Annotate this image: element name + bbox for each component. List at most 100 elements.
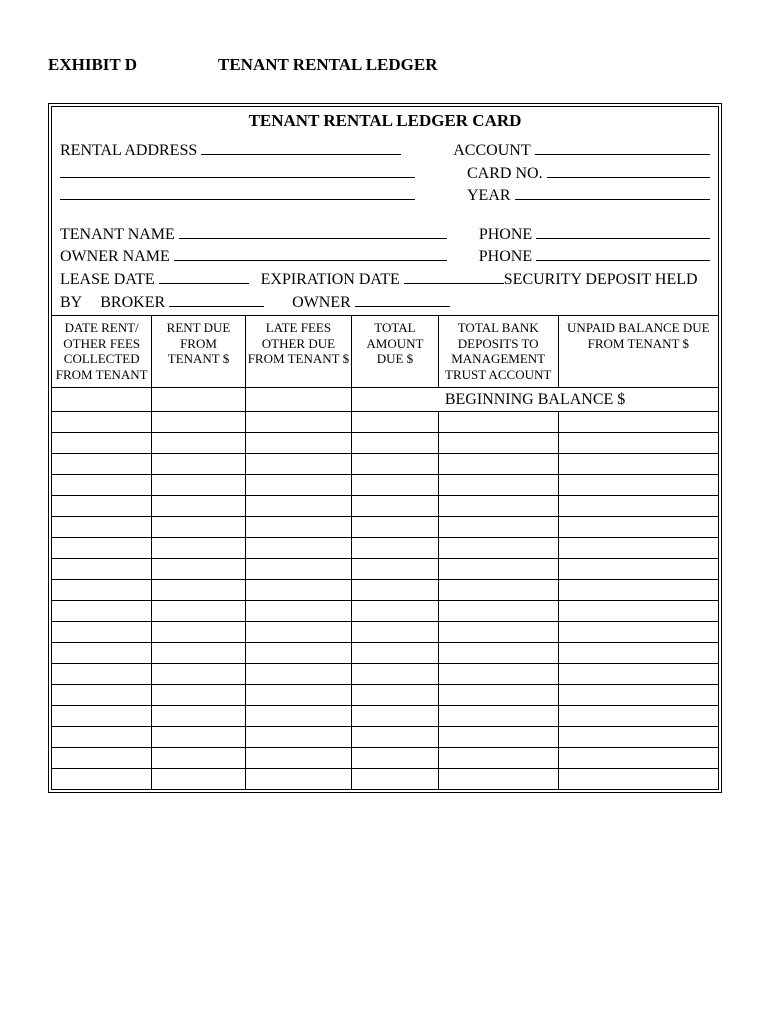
table-cell[interactable]: [245, 726, 352, 747]
table-cell[interactable]: [438, 495, 558, 516]
table-cell[interactable]: [558, 558, 718, 579]
table-cell[interactable]: [152, 453, 245, 474]
table-cell[interactable]: [438, 663, 558, 684]
table-cell[interactable]: [245, 516, 352, 537]
table-cell[interactable]: [438, 411, 558, 432]
table-cell[interactable]: [245, 453, 352, 474]
table-cell[interactable]: [438, 600, 558, 621]
table-cell[interactable]: [558, 642, 718, 663]
table-cell[interactable]: [245, 768, 352, 789]
table-cell[interactable]: [152, 726, 245, 747]
table-cell[interactable]: [245, 663, 352, 684]
table-cell[interactable]: [245, 474, 352, 495]
table-cell[interactable]: [352, 516, 439, 537]
table-cell[interactable]: [245, 642, 352, 663]
table-cell[interactable]: [438, 726, 558, 747]
table-cell[interactable]: [438, 684, 558, 705]
table-cell[interactable]: [438, 558, 558, 579]
table-cell[interactable]: [52, 768, 152, 789]
rental-address-blank[interactable]: [201, 139, 401, 155]
table-cell[interactable]: [152, 663, 245, 684]
table-cell[interactable]: [52, 663, 152, 684]
table-cell[interactable]: [152, 621, 245, 642]
table-cell[interactable]: [52, 516, 152, 537]
table-cell[interactable]: [245, 621, 352, 642]
table-cell[interactable]: [352, 432, 439, 453]
lease-date-blank[interactable]: [159, 268, 249, 284]
table-cell[interactable]: [558, 768, 718, 789]
table-cell[interactable]: [558, 579, 718, 600]
table-cell[interactable]: [558, 537, 718, 558]
owner-name-blank[interactable]: [174, 245, 447, 261]
table-cell[interactable]: [558, 726, 718, 747]
table-cell[interactable]: [438, 432, 558, 453]
table-cell[interactable]: [438, 642, 558, 663]
table-cell[interactable]: [438, 453, 558, 474]
table-cell[interactable]: [438, 705, 558, 726]
table-cell[interactable]: [152, 516, 245, 537]
table-cell[interactable]: [152, 768, 245, 789]
table-cell[interactable]: [52, 453, 152, 474]
table-cell[interactable]: [438, 516, 558, 537]
table-cell[interactable]: [352, 768, 439, 789]
table-cell[interactable]: [558, 474, 718, 495]
expiration-date-blank[interactable]: [404, 268, 504, 284]
table-cell[interactable]: [352, 705, 439, 726]
table-cell[interactable]: [152, 684, 245, 705]
table-cell[interactable]: [152, 642, 245, 663]
table-cell[interactable]: [245, 684, 352, 705]
table-cell[interactable]: [352, 600, 439, 621]
table-cell[interactable]: [152, 387, 245, 411]
table-cell[interactable]: [438, 537, 558, 558]
table-cell[interactable]: [245, 387, 352, 411]
table-cell[interactable]: [245, 747, 352, 768]
table-cell[interactable]: [438, 621, 558, 642]
table-cell[interactable]: [52, 684, 152, 705]
owner-phone-blank[interactable]: [536, 245, 710, 261]
table-cell[interactable]: [52, 411, 152, 432]
table-cell[interactable]: [352, 453, 439, 474]
table-cell[interactable]: [152, 579, 245, 600]
table-cell[interactable]: [52, 579, 152, 600]
table-cell[interactable]: [352, 495, 439, 516]
table-cell[interactable]: [558, 453, 718, 474]
table-cell[interactable]: [438, 768, 558, 789]
table-cell[interactable]: [52, 726, 152, 747]
table-cell[interactable]: [558, 516, 718, 537]
table-cell[interactable]: [558, 432, 718, 453]
table-cell[interactable]: [245, 411, 352, 432]
table-cell[interactable]: [52, 642, 152, 663]
table-cell[interactable]: [152, 537, 245, 558]
table-cell[interactable]: [352, 558, 439, 579]
table-cell[interactable]: [152, 747, 245, 768]
table-cell[interactable]: [438, 474, 558, 495]
table-cell[interactable]: [245, 537, 352, 558]
table-cell[interactable]: [245, 432, 352, 453]
table-cell[interactable]: [52, 600, 152, 621]
table-cell[interactable]: [152, 411, 245, 432]
table-cell[interactable]: [558, 747, 718, 768]
table-cell[interactable]: [352, 579, 439, 600]
table-cell[interactable]: [245, 705, 352, 726]
table-cell[interactable]: [152, 558, 245, 579]
table-cell[interactable]: [52, 558, 152, 579]
account-blank[interactable]: [535, 139, 710, 155]
table-cell[interactable]: [352, 747, 439, 768]
table-cell[interactable]: [558, 600, 718, 621]
table-cell[interactable]: [52, 432, 152, 453]
table-cell[interactable]: [245, 558, 352, 579]
table-cell[interactable]: [152, 474, 245, 495]
year-blank[interactable]: [515, 184, 710, 200]
table-cell[interactable]: [558, 411, 718, 432]
table-cell[interactable]: [352, 411, 439, 432]
owner-blank[interactable]: [355, 291, 450, 307]
table-cell[interactable]: [558, 684, 718, 705]
table-cell[interactable]: [152, 495, 245, 516]
table-cell[interactable]: [438, 747, 558, 768]
table-cell[interactable]: [52, 621, 152, 642]
table-cell[interactable]: [52, 474, 152, 495]
table-cell[interactable]: [438, 579, 558, 600]
table-cell[interactable]: [352, 663, 439, 684]
table-cell[interactable]: [245, 495, 352, 516]
card-no-blank[interactable]: [547, 162, 710, 178]
